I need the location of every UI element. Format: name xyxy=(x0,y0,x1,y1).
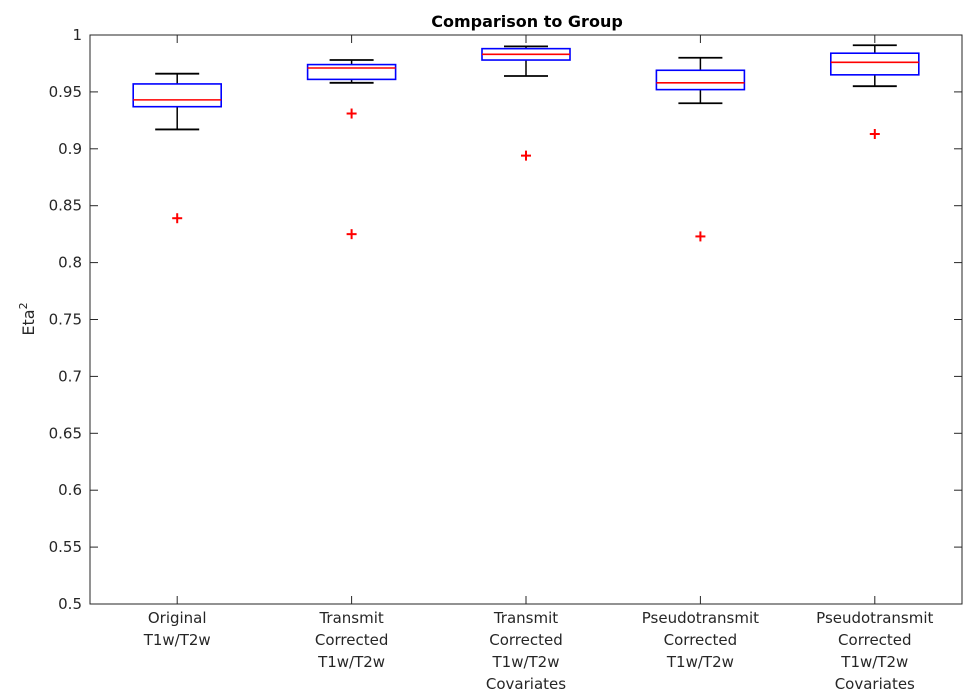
y-tick-label: 0.9 xyxy=(58,140,82,158)
outlier-marker xyxy=(869,129,880,140)
y-tick-label: 0.5 xyxy=(58,595,82,613)
x-category-label-line: T1w/T2w xyxy=(840,653,908,671)
y-axis-label-base: Eta xyxy=(19,309,38,335)
y-tick-label: 0.7 xyxy=(58,367,82,385)
iqr-box xyxy=(829,52,920,76)
outlier-marker xyxy=(521,150,531,161)
y-tick-label: 0.85 xyxy=(49,197,82,215)
y-axis-label: Eta2 xyxy=(17,302,38,335)
outlier-marker xyxy=(346,229,357,240)
x-category-label-line: Covariates xyxy=(835,675,915,689)
y-axis-label-superscript: 2 xyxy=(17,302,30,309)
x-category-label-line: Original xyxy=(148,609,207,627)
x-category-label: Pseudotransmit Corrected T1w/T2w xyxy=(642,609,759,671)
x-category-label-line: Corrected xyxy=(315,631,389,649)
y-tick-label: 0.95 xyxy=(49,83,82,101)
y-tick-label: 0.55 xyxy=(49,538,82,556)
axes xyxy=(89,34,963,605)
y-tick-label: 0.75 xyxy=(49,311,82,329)
box-group xyxy=(306,59,397,240)
y-axis-ticks: 0.5 0.55 0.6 0.65 0.7 0.75 0.8 0.85 0.9 0.95 1 xyxy=(49,26,962,613)
x-category-label-line: T1w/T2w xyxy=(666,653,734,671)
outlier-marker xyxy=(172,213,183,224)
x-category-label: Transmit Corrected T1w/T2w xyxy=(315,609,389,671)
x-category-label-line: Transmit xyxy=(318,609,383,627)
x-category-label-line: T1w/T2w xyxy=(491,653,559,671)
x-category-label-line: Corrected xyxy=(838,631,912,649)
x-category-label-line: T1w/T2w xyxy=(317,653,385,671)
x-category-label: Original T1w/T2w xyxy=(143,609,211,649)
iqr-box xyxy=(655,69,746,91)
chart-title: Comparison to Group xyxy=(431,12,623,31)
x-category-label-line: Pseudotransmit xyxy=(816,609,933,627)
outlier-marker xyxy=(695,231,706,242)
iqr-box xyxy=(306,63,397,81)
x-category-label: Transmit Corrected T1w/T2w Covariates xyxy=(486,609,566,689)
x-category-label-line: Pseudotransmit xyxy=(642,609,759,627)
box-group xyxy=(481,45,571,161)
x-category-label-line: Corrected xyxy=(489,631,563,649)
y-tick-label: 0.6 xyxy=(58,481,82,499)
x-category-label-line: Covariates xyxy=(486,675,566,689)
boxes xyxy=(132,44,920,242)
y-tick-label: 1 xyxy=(72,26,82,44)
box-group xyxy=(132,72,222,224)
x-category-label: Pseudotransmit Corrected T1w/T2w Covariates xyxy=(816,609,933,689)
y-tick-label: 0.65 xyxy=(49,424,82,442)
x-category-label-line: Corrected xyxy=(664,631,738,649)
y-tick-label: 0.8 xyxy=(58,254,82,272)
iqr-box xyxy=(132,83,222,108)
outlier-marker xyxy=(346,108,357,119)
plot-area-frame xyxy=(89,34,963,605)
x-category-label-line: T1w/T2w xyxy=(143,631,211,649)
x-category-label-line: Transmit xyxy=(493,609,558,627)
box-group xyxy=(829,44,920,140)
box-group xyxy=(655,56,746,242)
